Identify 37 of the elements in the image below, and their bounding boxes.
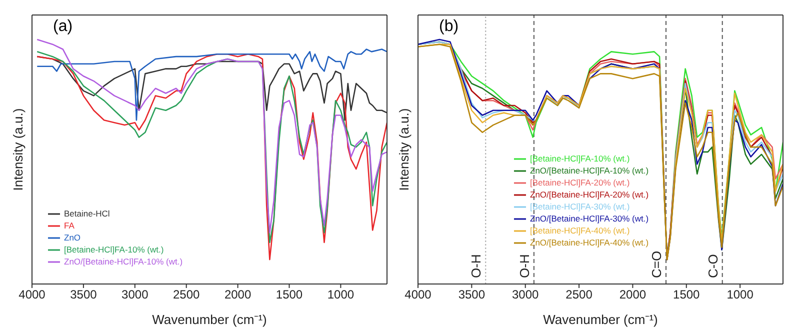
legend-label: Betaine-HCl [64, 208, 110, 218]
y-axis-title: Intensity (a.u.) [10, 108, 26, 191]
x-tick-label: 1000 [726, 288, 754, 302]
legend-label: [Betaine-HCl]FA-10% (wt.) [64, 244, 164, 254]
legend-label: [Betaine-HCl]FA-30% (wt.) [530, 201, 630, 212]
legend-label: ZnO/[Betaine-HCl]FA-20% (wt.) [530, 189, 649, 200]
x-tick-label: 2000 [224, 288, 252, 302]
x-tick-label: 1500 [276, 288, 303, 302]
x-tick-label: 3000 [122, 288, 149, 302]
ref-line-label: C-O [705, 254, 720, 278]
x-tick-label: 2500 [566, 288, 593, 302]
x-tick-label: 2000 [619, 288, 646, 302]
legend-label: ZnO/[Betaine-HCl]FA-30% (wt.) [530, 213, 649, 224]
x-axis-title: Wavenumber (cm⁻¹) [152, 312, 267, 327]
x-tick-label: 3500 [70, 288, 98, 302]
x-axis-title: Wavenumber (cm⁻¹) [543, 312, 658, 327]
legend-label: ZnO [64, 232, 81, 242]
x-tick-label: 4000 [18, 288, 46, 302]
chart-title: (b) [439, 18, 459, 36]
ref-line-label: O-H [468, 254, 484, 278]
chart-title: (a) [53, 18, 73, 36]
legend-label: [Betaine-HCl]FA-10% (wt.) [530, 153, 630, 164]
ref-line-label: O-H [516, 254, 532, 278]
x-tick-label: 2500 [172, 288, 200, 302]
x-tick-label: 4000 [404, 288, 432, 302]
legend-label: ZnO/[Betaine-HCl]FA-10% (wt.) [530, 165, 649, 176]
legend-label: FA [64, 220, 74, 230]
ref-line-label: C=O [648, 250, 664, 278]
y-axis-title: Intensity (a.u.) [396, 108, 412, 191]
legend-label: ZnO/[Betaine-HCl]FA-10% (wt.) [64, 256, 183, 266]
x-tick-label: 1000 [327, 288, 354, 302]
legend-label: ZnO/[Betaine-HCl]FA-40% (wt.) [530, 237, 649, 248]
x-tick-label: 1500 [673, 288, 700, 302]
legend-label: [Betaine-HCl]FA-20% (wt.) [530, 177, 630, 188]
x-tick-label: 3000 [512, 288, 540, 302]
x-tick-label: 3500 [458, 288, 486, 302]
legend-label: [Betaine-HCl]FA-40% (wt.) [530, 225, 630, 236]
